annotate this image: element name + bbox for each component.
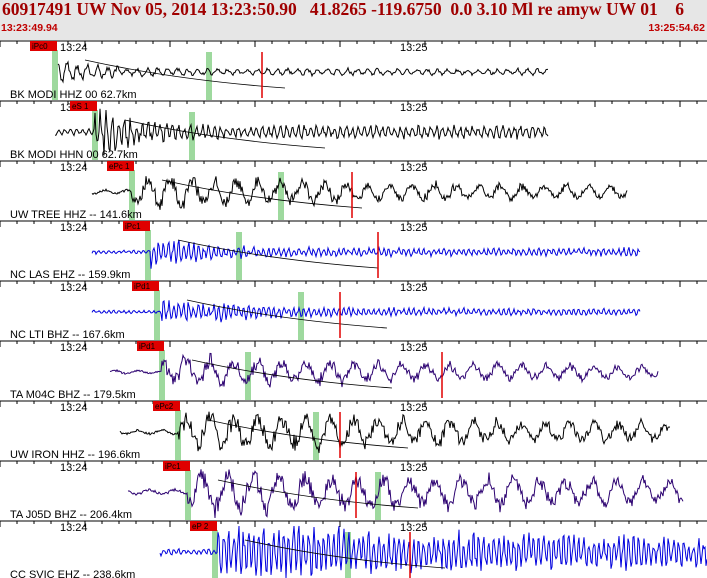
pick-label: iPd1 — [139, 342, 156, 351]
pick-flag[interactable] — [30, 41, 57, 51]
time-label: 13:25 — [400, 102, 428, 114]
pick-label: eP 2 — [192, 522, 209, 531]
waveform — [159, 525, 707, 578]
trace-row[interactable]: 13:24 13:25 ePc2 UW IRON HHZ -- 196.6km — [0, 400, 707, 461]
trace-row[interactable]: 13:24 13:25 iPc0 BK MODI HHZ 00 62.7km — [0, 40, 707, 101]
time-label: 13:24 — [60, 522, 88, 534]
trace-row[interactable]: 13:24 13:25 ePc 1 UW TREE HHZ -- 141.6km — [0, 160, 707, 221]
travel-time-curve — [84, 59, 286, 89]
phase-marker — [92, 110, 98, 160]
trace-row[interactable]: 13:24 13:25 iPd1 NC LTI BHZ -- 167.6km — [0, 280, 707, 341]
waveform — [119, 411, 671, 454]
waveform — [54, 108, 549, 156]
travel-time-curve — [186, 299, 388, 329]
pick-flag[interactable] — [132, 281, 159, 291]
window-end-time: 13:25:54.62 — [648, 22, 705, 34]
waveform — [91, 176, 628, 210]
phase-marker — [159, 350, 165, 400]
station-label: UW TREE HHZ -- 141.6km — [10, 209, 142, 221]
time-label: 13:24 — [60, 222, 88, 234]
pick-label: iPc0 — [32, 42, 48, 51]
pick-flag[interactable] — [107, 161, 134, 171]
phase-marker — [154, 290, 160, 340]
time-label: 13:24 — [60, 342, 88, 354]
station-label: CC SVIC EHZ -- 238.6km — [10, 569, 135, 578]
phase-marker — [313, 412, 319, 460]
station-label: TA M04C BHZ -- 179.5km — [10, 389, 136, 401]
time-label: 13:25 — [400, 162, 428, 174]
station-label: NC LAS EHZ -- 159.9km — [10, 269, 130, 281]
phase-marker — [345, 532, 351, 578]
pick-flag[interactable] — [123, 221, 150, 231]
travel-time-curve — [161, 179, 363, 209]
time-label: 13:25 — [400, 342, 428, 354]
pick-label: ePc2 — [155, 402, 174, 411]
travel-time-curve — [191, 359, 393, 389]
phase-marker — [185, 470, 191, 520]
travel-time-curve — [217, 479, 419, 509]
travel-time-curve — [244, 539, 446, 569]
trace-row[interactable]: 13:24 13:25 iPc1 NC LAS EHZ -- 159.9km — [0, 220, 707, 281]
pick-label: iPc1 — [165, 462, 181, 471]
waveform — [109, 352, 659, 388]
time-label: 13:25 — [400, 522, 428, 534]
pick-flag[interactable] — [70, 101, 97, 111]
travel-time-curve — [207, 419, 409, 449]
time-label: 13:25 — [400, 42, 428, 54]
trace-row[interactable]: 13:24 13:25 iPd1 TA M04C BHZ -- 179.5km — [0, 340, 707, 401]
station-label: NC LTI BHZ -- 167.6km — [10, 329, 125, 341]
phase-marker — [145, 230, 151, 280]
event-title: 60917491 UW Nov 05, 2014 13:23:50.90 41.… — [2, 0, 684, 19]
station-label: BK MODI HHZ 00 62.7km — [10, 89, 137, 101]
pick-flag[interactable] — [163, 461, 190, 471]
pick-label: eS 1 — [72, 102, 89, 111]
station-label: BK MODI HHN 00 62.7km — [10, 149, 138, 161]
time-label: 13:25 — [400, 402, 428, 414]
phase-marker — [212, 530, 218, 578]
waveform — [91, 240, 641, 269]
window-start-time: 13:23:49.94 — [1, 22, 58, 34]
phase-marker — [236, 232, 242, 280]
pick-label: iPc1 — [125, 222, 141, 231]
trace-row[interactable]: 13:24 13:25 iPc1 TA J05D BHZ -- 206.4km — [0, 460, 707, 521]
travel-time-curve — [177, 239, 379, 269]
phase-marker — [52, 50, 58, 100]
time-label: 13:25 — [400, 462, 428, 474]
station-label: UW IRON HHZ -- 196.6km — [10, 449, 140, 461]
waveform — [91, 299, 641, 323]
phase-marker — [206, 52, 212, 100]
time-label: 13:24 — [60, 402, 88, 414]
time-label: 13:25 — [400, 282, 428, 294]
time-label: 13:24 — [60, 42, 88, 54]
station-label: TA J05D BHZ -- 206.4km — [10, 509, 132, 521]
time-label: 13:24 — [60, 462, 88, 474]
time-label: 13:24 — [60, 162, 88, 174]
pick-flag[interactable] — [190, 521, 217, 531]
waveform — [57, 60, 548, 84]
trace-row[interactable]: 13:24 13:25 eP 2 CC SVIC EHZ -- 238.6km — [0, 520, 707, 578]
waveform — [127, 469, 684, 519]
pick-label: iPd1 — [134, 282, 151, 291]
pick-flag[interactable] — [137, 341, 164, 351]
pick-label: ePc 1 — [109, 162, 130, 171]
pick-flag[interactable] — [153, 401, 180, 411]
time-label: 13:24 — [60, 282, 88, 294]
travel-time-curve — [124, 119, 326, 149]
event-header: 60917491 UW Nov 05, 2014 13:23:50.90 41.… — [0, 0, 707, 40]
phase-marker — [278, 172, 284, 220]
time-label: 13:25 — [400, 222, 428, 234]
